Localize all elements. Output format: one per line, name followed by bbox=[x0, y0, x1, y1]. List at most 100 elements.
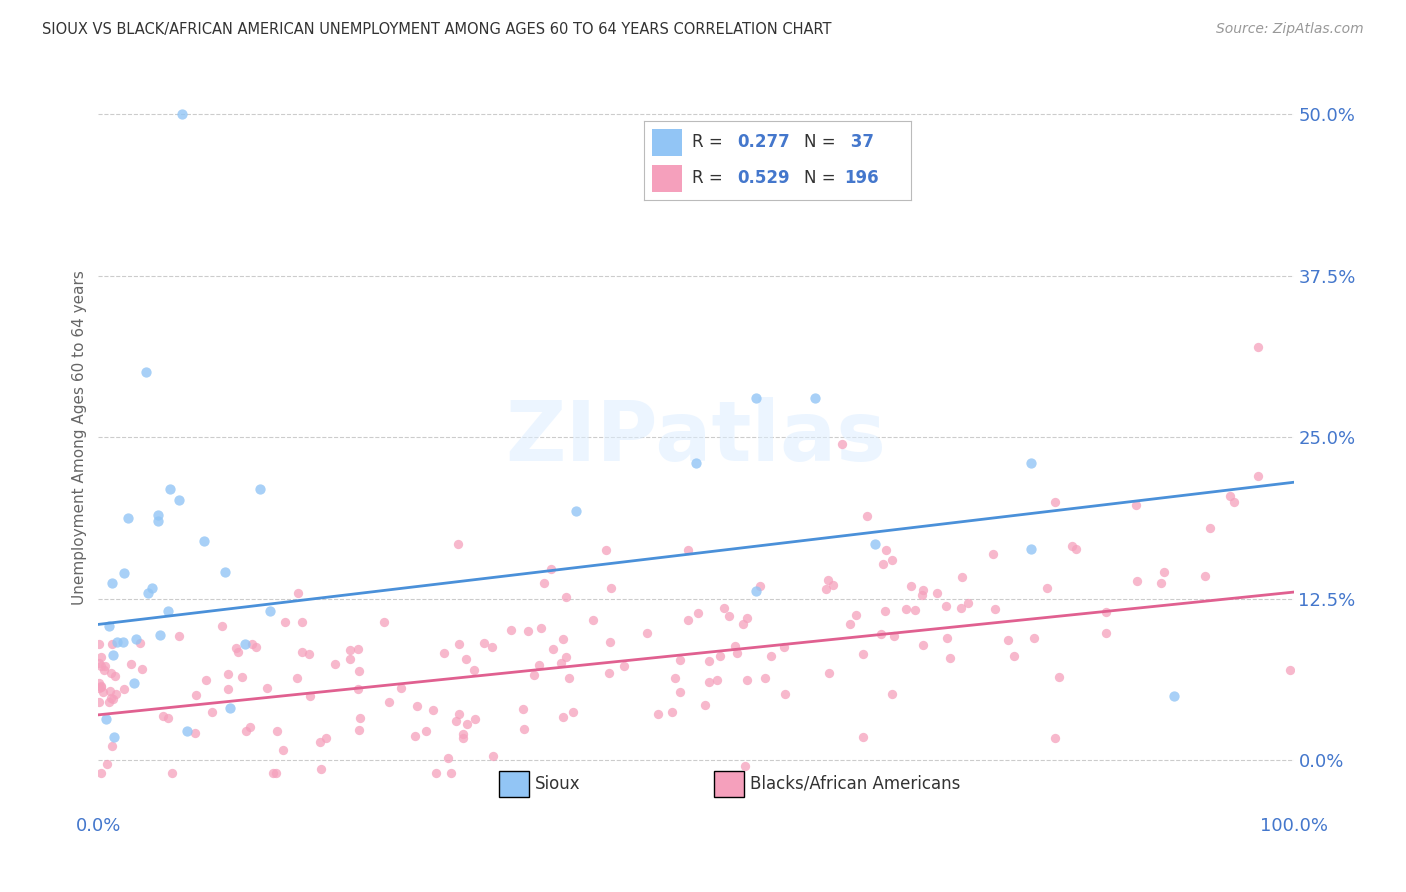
Point bbox=[910, 588, 932, 602]
Point bbox=[112, 635, 135, 649]
Point bbox=[249, 482, 271, 496]
Point bbox=[378, 694, 401, 708]
Point bbox=[1035, 581, 1057, 595]
Point bbox=[880, 687, 903, 701]
Point bbox=[433, 646, 456, 660]
Point bbox=[136, 586, 159, 600]
Text: 0.277: 0.277 bbox=[738, 133, 790, 151]
Point bbox=[436, 750, 458, 764]
Point bbox=[550, 656, 572, 670]
Point bbox=[1049, 670, 1071, 684]
Point bbox=[551, 709, 574, 723]
Point bbox=[135, 366, 157, 380]
Point bbox=[838, 617, 860, 632]
Point bbox=[731, 616, 754, 631]
Point bbox=[686, 607, 709, 621]
Point bbox=[775, 687, 797, 701]
Point bbox=[217, 682, 239, 697]
Text: 37: 37 bbox=[845, 133, 873, 151]
Point bbox=[598, 665, 620, 680]
Point bbox=[823, 578, 845, 592]
Point bbox=[1094, 626, 1116, 640]
Point bbox=[287, 586, 309, 600]
Point bbox=[122, 675, 145, 690]
Point bbox=[349, 711, 371, 725]
Point bbox=[256, 681, 278, 695]
Point bbox=[100, 666, 122, 681]
Point bbox=[1043, 731, 1066, 745]
Point bbox=[685, 456, 707, 470]
Point bbox=[723, 639, 745, 653]
Point bbox=[912, 638, 935, 652]
Point bbox=[456, 717, 478, 731]
Point bbox=[599, 582, 621, 596]
Point bbox=[735, 611, 758, 625]
Point bbox=[225, 640, 247, 655]
Point bbox=[745, 392, 768, 406]
Point bbox=[512, 702, 534, 716]
Point bbox=[415, 723, 437, 738]
Point bbox=[817, 666, 839, 681]
Point bbox=[523, 667, 546, 681]
Point bbox=[894, 602, 917, 616]
Point bbox=[117, 511, 139, 525]
Point bbox=[852, 647, 875, 661]
Point bbox=[125, 632, 148, 646]
Text: 0.529: 0.529 bbox=[738, 169, 790, 187]
Point bbox=[533, 576, 555, 591]
Point bbox=[273, 615, 295, 630]
Point bbox=[451, 727, 474, 741]
Point bbox=[904, 603, 927, 617]
Point bbox=[1194, 569, 1216, 583]
Point bbox=[240, 637, 263, 651]
Point bbox=[554, 649, 576, 664]
Point bbox=[706, 673, 728, 687]
Point bbox=[1002, 649, 1025, 664]
Point bbox=[472, 635, 495, 649]
Point bbox=[661, 705, 683, 719]
Point bbox=[101, 637, 124, 651]
Point bbox=[725, 646, 748, 660]
Point bbox=[1247, 468, 1270, 483]
Point bbox=[347, 723, 370, 738]
Point bbox=[582, 613, 605, 627]
Point bbox=[167, 493, 190, 508]
Point bbox=[298, 690, 321, 704]
Point bbox=[697, 675, 720, 690]
Text: SIOUX VS BLACK/AFRICAN AMERICAN UNEMPLOYMENT AMONG AGES 60 TO 64 YEARS CORRELATI: SIOUX VS BLACK/AFRICAN AMERICAN UNEMPLOY… bbox=[42, 22, 832, 37]
Point bbox=[1043, 494, 1066, 508]
Point bbox=[950, 570, 973, 584]
Point bbox=[1153, 565, 1175, 579]
Point bbox=[1064, 542, 1087, 557]
Point bbox=[501, 624, 523, 638]
Point bbox=[693, 698, 716, 713]
Text: 196: 196 bbox=[845, 169, 879, 187]
Point bbox=[389, 681, 412, 695]
Point bbox=[1279, 663, 1302, 677]
Point bbox=[87, 675, 110, 690]
Point bbox=[422, 703, 444, 717]
Point bbox=[266, 724, 288, 739]
Point bbox=[90, 650, 112, 665]
Point bbox=[845, 607, 868, 622]
Point bbox=[773, 640, 796, 654]
Point bbox=[347, 642, 370, 657]
Point bbox=[936, 632, 959, 646]
Point bbox=[676, 543, 699, 558]
Point bbox=[201, 705, 224, 719]
Point bbox=[883, 629, 905, 643]
Point bbox=[464, 712, 486, 726]
Point bbox=[1126, 574, 1149, 588]
Point bbox=[900, 579, 922, 593]
Y-axis label: Unemployment Among Ages 60 to 64 years: Unemployment Among Ages 60 to 64 years bbox=[72, 269, 87, 605]
Point bbox=[211, 618, 233, 632]
Point bbox=[956, 596, 979, 610]
Point bbox=[226, 645, 249, 659]
Point bbox=[754, 672, 776, 686]
Point bbox=[856, 508, 879, 523]
Point bbox=[717, 609, 740, 624]
Point bbox=[530, 621, 553, 635]
Point bbox=[1019, 456, 1042, 470]
Point bbox=[152, 709, 174, 723]
Point bbox=[447, 637, 470, 651]
